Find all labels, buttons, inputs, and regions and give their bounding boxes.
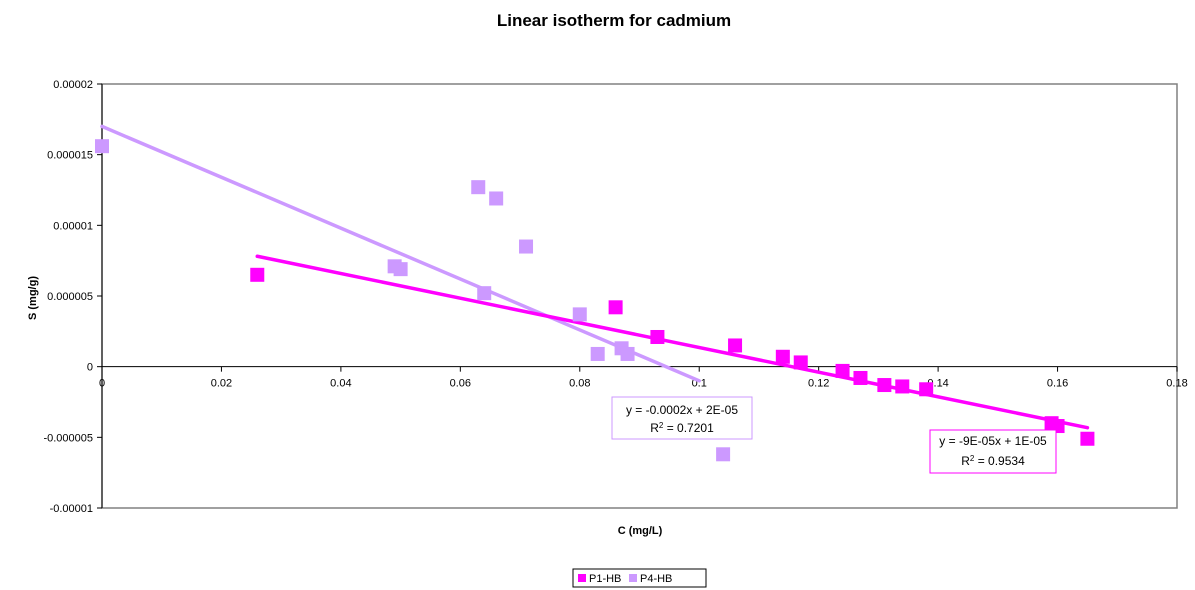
p4-trendline-equation: y = -0.0002x + 2E-05 [626,403,738,417]
y-axis-label: S (mg/g) [27,276,39,320]
trendline-p4-hb [100,124,701,383]
data-point-p1-hb [775,349,790,364]
data-point-p4-hb [489,191,504,206]
data-point-p1-hb [835,363,850,378]
data-point-p4-hb [95,139,109,154]
data-point-p4-hb [716,447,731,462]
data-point-p4-hb [572,307,587,322]
p1-trendline-equation: y = -9E-05x + 1E-05 [939,434,1047,448]
x-tick-label: 0.16 [1047,378,1068,390]
y-tick-label: 0.000015 [47,150,93,162]
data-point-p1-hb [853,370,868,385]
data-point-p1-hb [919,382,934,397]
y-tick-label: 0 [87,362,93,374]
x-tick-label: 0.12 [808,378,829,390]
data-point-p1-hb [1080,431,1095,446]
data-point-p1-hb [877,378,892,393]
p1-trendline-label: y = -9E-05x + 1E-05 R2 = 0.9534 [929,429,1057,474]
x-tick-label: 0.04 [330,378,351,390]
data-point-p4-hb [393,262,408,277]
x-tick-label: 0.06 [450,378,471,390]
x-tick-label: 0 [99,378,105,390]
trendline-p1-hb [255,254,1090,430]
x-tick-label: 0.18 [1166,378,1187,390]
p1-trendline-r2: R2 = 0.9534 [961,454,1025,469]
data-point-p1-hb [793,355,808,370]
legend-label-p1-hb: P1-HB [589,573,621,585]
p4-trendline-r2: R2 = 0.7201 [650,421,714,436]
legend-label-p4-hb: P4-HB [640,573,672,585]
y-tick-label: -0.000005 [43,432,93,444]
legend-swatch-p1-hb [578,574,586,582]
data-point-p4-hb [471,180,486,195]
y-tick-label: 0.000005 [47,291,93,303]
y-tick-label: 0.00002 [53,79,93,91]
x-tick-label: 0.02 [211,378,232,390]
data-point-p1-hb [728,338,743,353]
legend-swatch-p4-hb [629,574,637,582]
data-point-p1-hb [895,379,910,394]
data-point-p1-hb [250,267,265,282]
x-axis-label: C (mg/L) [618,525,663,537]
legend: P1-HB P4-HB [572,568,707,588]
data-point-p4-hb [477,286,492,301]
y-tick-label: -0.00001 [50,503,93,515]
y-tick-label: 0.00001 [53,220,93,232]
data-point-p4-hb [590,346,605,361]
x-tick-label: 0.08 [569,378,590,390]
data-point-p1-hb [608,300,623,315]
p4-trendline-label: y = -0.0002x + 2E-05 R2 = 0.7201 [611,396,753,440]
data-point-p4-hb [620,346,635,361]
data-point-p1-hb [650,329,665,344]
chart-title: Linear isotherm for cadmium [497,11,731,30]
data-point-p4-hb [519,239,534,254]
